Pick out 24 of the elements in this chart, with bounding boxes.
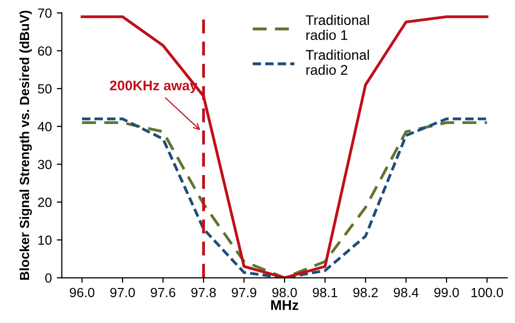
x-tick-label: 97.8 [191, 288, 216, 298]
line-series [80, 15, 488, 278]
y-tick-label: 40 [38, 122, 52, 132]
legend-label: Traditional radio 2 [306, 50, 369, 75]
y-tick-label: 30 [38, 160, 52, 170]
x-tick-label: 98.1 [312, 288, 338, 298]
x-tick-label: 98.2 [353, 288, 378, 298]
x-tick-label: 97.9 [232, 288, 256, 298]
x-axis-title: MHz [271, 300, 298, 310]
x-tick-label: 97.6 [150, 288, 176, 298]
x-tick-label: 97.0 [110, 288, 135, 298]
x-tick-label: 98.4 [394, 288, 418, 298]
x-tick-label: 96.0 [70, 288, 94, 298]
y-tick-label: 20 [38, 198, 52, 208]
y-tick-label: 0 [45, 273, 52, 283]
y-tick-label: 50 [38, 84, 52, 94]
x-tick-label: 100.0 [472, 288, 504, 298]
legend-label: Traditional radio 1 [306, 14, 369, 40]
x-tick-label: 98.0 [272, 288, 297, 298]
y-tick-label: 60 [38, 46, 52, 56]
y-tick-label: 70 [38, 8, 52, 18]
y-tick-label: 10 [38, 236, 52, 245]
y-axis-title: Blocker Signal Strength vs. Desired (dBuV) [19, 10, 32, 280]
x-tick-label: 99.0 [434, 288, 459, 298]
